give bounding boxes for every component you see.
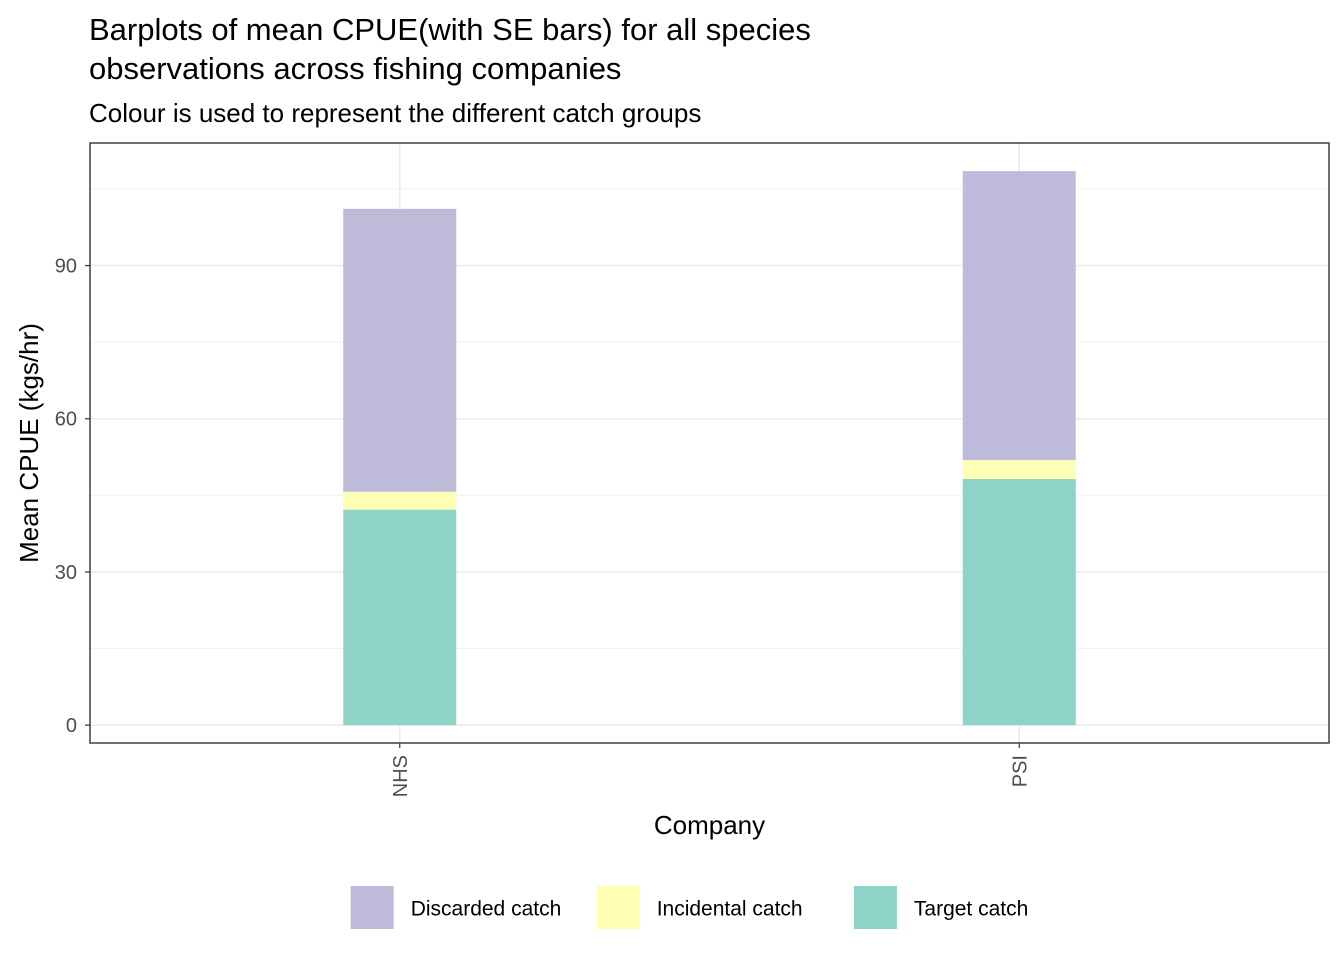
legend-swatch — [596, 886, 640, 929]
y-axis-title: Mean CPUE (kgs/hr) — [14, 323, 44, 563]
bar-nhs-incidental-catch — [343, 491, 457, 510]
chart-title-line-1: Barplots of mean CPUE(with SE bars) for … — [89, 12, 811, 47]
bar-nhs-target-catch — [343, 509, 457, 726]
bar-psi-discarded-catch — [962, 171, 1076, 461]
legend: Discarded catch Incidental catch Target ca… — [350, 886, 1028, 929]
y-tick-label: 0 — [66, 715, 77, 737]
bars-layer — [343, 171, 1076, 726]
legend-label: Incidental catch — [657, 898, 803, 921]
chart-title-line-2: observations across fishing companies — [89, 51, 621, 86]
x-tick-label: PSI — [1009, 755, 1031, 787]
legend-item-target-catch: Target catch — [853, 886, 1028, 929]
legend-item-incidental-catch: Incidental catch — [596, 886, 803, 929]
bar-nhs-discarded-catch — [343, 208, 457, 492]
plot-panel — [90, 143, 1329, 743]
x-tick-label: NHS — [390, 755, 412, 797]
y-tick-label: 90 — [55, 256, 77, 278]
panel-border — [89, 142, 1330, 744]
y-tick-label: 30 — [55, 562, 77, 584]
grid-layer — [90, 143, 1329, 743]
y-tick-label: 60 — [55, 409, 77, 431]
ticks-layer: 0 30 60 90 NHS PSI — [55, 256, 1032, 798]
legend-item-discarded-catch: Discarded catch — [350, 886, 562, 929]
bar-psi-incidental-catch — [962, 460, 1076, 479]
legend-swatch — [350, 886, 394, 929]
legend-swatch — [853, 886, 897, 929]
bar-psi-target-catch — [962, 479, 1076, 726]
x-axis-title: Company — [654, 810, 765, 840]
chart-subtitle: Colour is used to represent the differen… — [89, 98, 701, 128]
legend-label: Target catch — [914, 898, 1028, 921]
legend-label: Discarded catch — [411, 898, 562, 921]
